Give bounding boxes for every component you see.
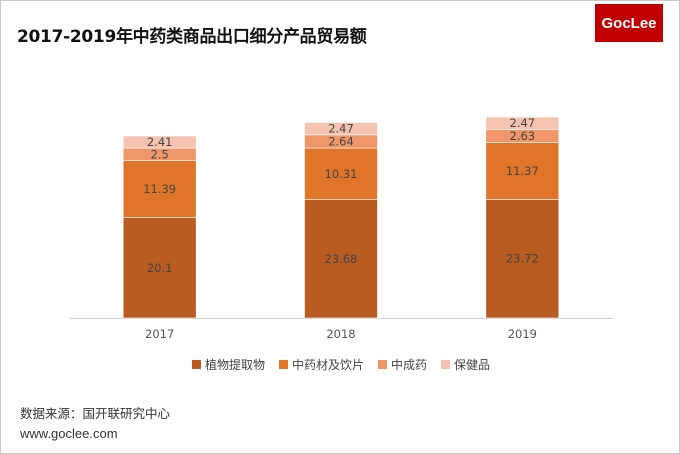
data-label: 23.68 — [325, 252, 358, 266]
legend-label: 中药材及饮片 — [291, 358, 364, 372]
chart-title: 2017-2019年中药类商品出口细分产品贸易额 — [17, 27, 367, 47]
bar-segment — [122, 135, 197, 149]
data-label: 11.39 — [143, 182, 176, 196]
legend-label: 保健品 — [454, 358, 491, 372]
bar-segment — [485, 199, 560, 319]
data-label: 2.63 — [510, 129, 536, 143]
data-label: 2.41 — [147, 135, 173, 149]
x-tick-label: 2018 — [326, 327, 355, 341]
legend-item: 中成药 — [378, 356, 427, 373]
goclee-logo: GocLee — [595, 4, 663, 42]
legend-swatch — [378, 360, 387, 369]
legend-swatch — [278, 360, 288, 369]
legend: 植物提取物 中药材及饮片 中成药 保健品 — [1, 356, 679, 373]
bar-segment — [304, 147, 378, 200]
source-note: 数据来源：国开联研究中心 — [20, 406, 171, 421]
legend-label: 中成药 — [391, 358, 428, 372]
legend-swatch — [441, 360, 451, 369]
bar-segment — [304, 122, 378, 136]
legend-item: 植物提取物 — [191, 356, 265, 373]
legend-item: 保健品 — [441, 356, 490, 373]
bar-segment — [122, 160, 197, 218]
website-url: www.goclee.com — [20, 426, 118, 441]
data-label: 11.37 — [506, 164, 539, 178]
stacked-bar-chart: 20.111.392.52.41201723.6810.312.642.4720… — [69, 116, 613, 341]
data-label: 2.5 — [151, 147, 169, 161]
data-label: 23.72 — [506, 252, 539, 266]
data-label: 10.31 — [325, 167, 358, 181]
bar-segment — [304, 199, 378, 319]
bar-segment — [485, 116, 560, 130]
legend-label: 植物提取物 — [204, 358, 265, 372]
x-tick-label: 2017 — [145, 327, 174, 341]
data-label: 2.64 — [328, 134, 354, 148]
data-label: 20.1 — [147, 261, 173, 275]
legend-item: 中药材及饮片 — [278, 356, 364, 373]
legend-swatch — [191, 360, 201, 369]
x-tick-label: 2019 — [508, 327, 537, 341]
data-label: 2.47 — [328, 122, 354, 136]
data-label: 2.47 — [510, 116, 536, 130]
